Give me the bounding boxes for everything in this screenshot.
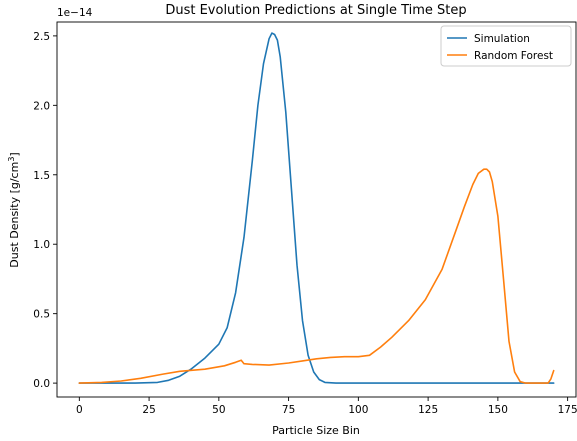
y-offset-text: 1e−14: [57, 7, 93, 19]
x-tick-label: 100: [348, 404, 368, 416]
legend: Simulation Random Forest: [440, 25, 572, 67]
x-tick-label: 0: [76, 404, 83, 416]
series-line-simulation: [78, 32, 555, 384]
plot-area: 0 25 50 75 100 125 150 175 0.0 0.5 1.0 1.5 2.0 2.5: [33, 21, 577, 416]
chart-title: Dust Evolution Predictions at Single Tim…: [165, 3, 466, 18]
legend-label-simulation: Simulation: [474, 33, 530, 45]
x-tick-label: 150: [488, 404, 508, 416]
x-tick-label: 25: [142, 404, 155, 416]
y-axis-title-main: Dust Density [g/cm: [8, 162, 21, 268]
y-tick-label: 2.5: [33, 31, 50, 43]
legend-box: [440, 25, 572, 67]
y-axis-title: Dust Density [g/cm3]: [7, 152, 21, 267]
y-axis-title-end: ]: [8, 152, 21, 156]
y-tick-label: 0.5: [33, 309, 50, 321]
x-tick-label: 175: [558, 404, 577, 416]
axes-frame: [56, 21, 577, 398]
y-tick-label: 2.0: [33, 100, 50, 112]
x-axis-title: Particle Size Bin: [272, 424, 360, 437]
x-tick-label: 50: [212, 404, 225, 416]
legend-label-random-forest: Random Forest: [474, 50, 553, 62]
series-line-random-forest: [78, 168, 555, 384]
x-tick-label: 75: [282, 404, 295, 416]
y-axis-title-sup: 3: [7, 157, 16, 162]
y-tick-label: 1.5: [33, 170, 50, 182]
y-tick-label: 0.0: [33, 378, 50, 390]
y-tick-label: 1.0: [33, 239, 50, 251]
x-tick-label: 125: [418, 404, 438, 416]
